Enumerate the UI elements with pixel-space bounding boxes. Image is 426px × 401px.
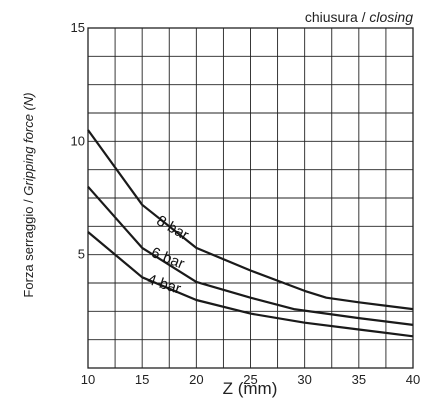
series-line-4-bar: [87, 231, 414, 338]
y-axis-label: Forza serraggio / Gripping force (N): [21, 92, 36, 297]
grid: [88, 28, 413, 368]
y-tick-label: 15: [71, 20, 85, 35]
x-tick-label: 30: [297, 372, 311, 387]
curves: [87, 129, 414, 338]
x-tick-label: 20: [189, 372, 203, 387]
y-tick-label: 5: [78, 247, 85, 262]
y-axis-ticks: 5 10 15: [71, 20, 85, 262]
x-tick-label: 10: [81, 372, 95, 387]
series-label-6-bar: 6 bar: [149, 244, 187, 273]
y-tick-label: 10: [71, 133, 85, 148]
plot-area-frame: [87, 27, 414, 369]
series-label-4-bar: 4 bar: [145, 271, 183, 298]
chart-title: chiusura / closing: [305, 9, 413, 25]
series-line-6-bar: [87, 185, 414, 326]
x-tick-label: 40: [406, 372, 420, 387]
x-tick-label: 15: [135, 372, 149, 387]
x-tick-label: 35: [352, 372, 366, 387]
x-axis-label: Z (mm): [223, 379, 278, 398]
series-line-8-bar: [87, 129, 414, 311]
x-axis-ticks: 10 15 20 25 30 35 40: [81, 372, 420, 387]
x-tick-label: 25: [243, 372, 257, 387]
